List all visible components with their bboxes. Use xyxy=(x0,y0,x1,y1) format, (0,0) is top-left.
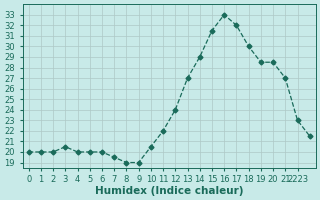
X-axis label: Humidex (Indice chaleur): Humidex (Indice chaleur) xyxy=(95,186,244,196)
